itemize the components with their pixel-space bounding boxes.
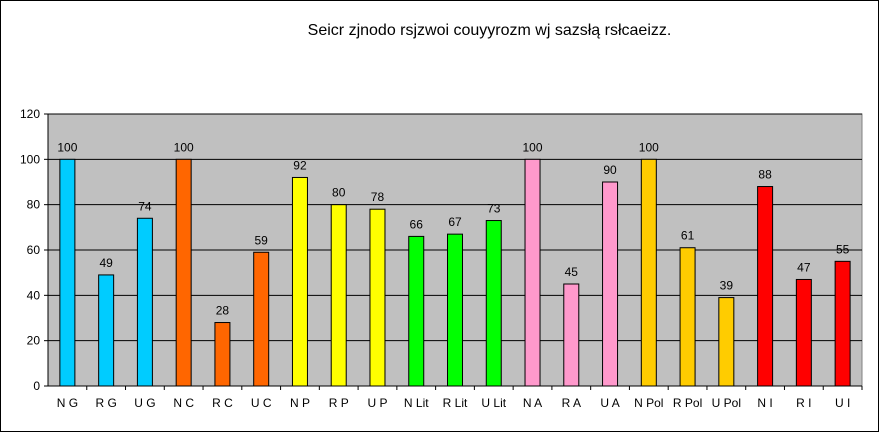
bar — [834, 260, 851, 387]
x-tick-label: N G — [57, 396, 78, 410]
x-tick-label: N C — [173, 396, 194, 410]
data-label: 80 — [332, 186, 346, 200]
x-tick-label: U Pol — [712, 396, 741, 410]
data-label: 90 — [603, 163, 617, 177]
x-tick-label: R Lit — [443, 396, 468, 410]
x-tick-label: U A — [600, 396, 619, 410]
data-label: 59 — [255, 233, 269, 247]
bar — [485, 220, 502, 387]
x-tick-label: U C — [251, 396, 272, 410]
data-label: 47 — [797, 260, 811, 274]
y-tick-label: 0 — [33, 379, 40, 393]
x-tick-label: N Pol — [634, 396, 663, 410]
x-tick-label: U Lit — [481, 396, 506, 410]
data-label: 39 — [720, 279, 734, 293]
x-tick-label: R P — [329, 396, 349, 410]
bar — [214, 322, 231, 387]
y-tick-label: 80 — [27, 198, 41, 212]
bar — [757, 186, 774, 387]
bar — [253, 251, 270, 387]
x-tick-label: R A — [562, 396, 581, 410]
bar — [602, 181, 619, 387]
data-label: 78 — [371, 190, 385, 204]
x-tick-label: N P — [290, 396, 310, 410]
data-label: 66 — [410, 217, 424, 231]
x-tick-label: R I — [796, 396, 811, 410]
data-label: 74 — [138, 199, 152, 213]
data-label: 28 — [216, 304, 230, 318]
bar — [795, 278, 812, 387]
x-tick-label: R G — [95, 396, 116, 410]
data-label: 92 — [293, 158, 307, 172]
data-label: 73 — [487, 202, 501, 216]
bar — [175, 158, 192, 387]
data-label: 88 — [758, 168, 772, 182]
data-label: 67 — [448, 215, 462, 229]
x-tick-label: U I — [835, 396, 850, 410]
x-tick-label: R Pol — [673, 396, 702, 410]
data-label: 100 — [639, 140, 659, 154]
data-label: 100 — [57, 140, 77, 154]
bar — [563, 283, 580, 387]
bar — [524, 158, 541, 387]
x-tick-label: U P — [367, 396, 387, 410]
data-label: 100 — [174, 140, 194, 154]
x-tick-label: U G — [134, 396, 155, 410]
bar — [640, 158, 657, 387]
bar — [718, 297, 735, 387]
bar — [98, 274, 115, 387]
x-tick-label: N Lit — [404, 396, 429, 410]
bar — [447, 233, 463, 387]
x-tick-label: N A — [523, 396, 542, 410]
x-tick-label: N I — [757, 396, 772, 410]
data-label: 45 — [565, 265, 579, 279]
y-tick-label: 60 — [27, 243, 41, 257]
data-label: 49 — [99, 256, 113, 270]
bar — [369, 208, 386, 387]
data-label: 100 — [523, 140, 543, 154]
bar — [330, 204, 347, 387]
data-label: 61 — [681, 229, 695, 243]
y-tick-label: 120 — [20, 107, 40, 121]
chart-title: Seicr zjnodo rsjzwoi couyyrozm wj sazsłą… — [307, 22, 672, 39]
x-tick-label: R C — [212, 396, 233, 410]
y-tick-label: 40 — [27, 288, 41, 302]
bar — [408, 235, 425, 387]
bar — [291, 176, 308, 387]
bar — [136, 217, 153, 387]
data-label: 55 — [836, 242, 850, 256]
bar — [679, 247, 696, 387]
bar — [59, 158, 76, 387]
y-tick-label: 20 — [27, 334, 41, 348]
y-tick-label: 100 — [20, 152, 40, 166]
